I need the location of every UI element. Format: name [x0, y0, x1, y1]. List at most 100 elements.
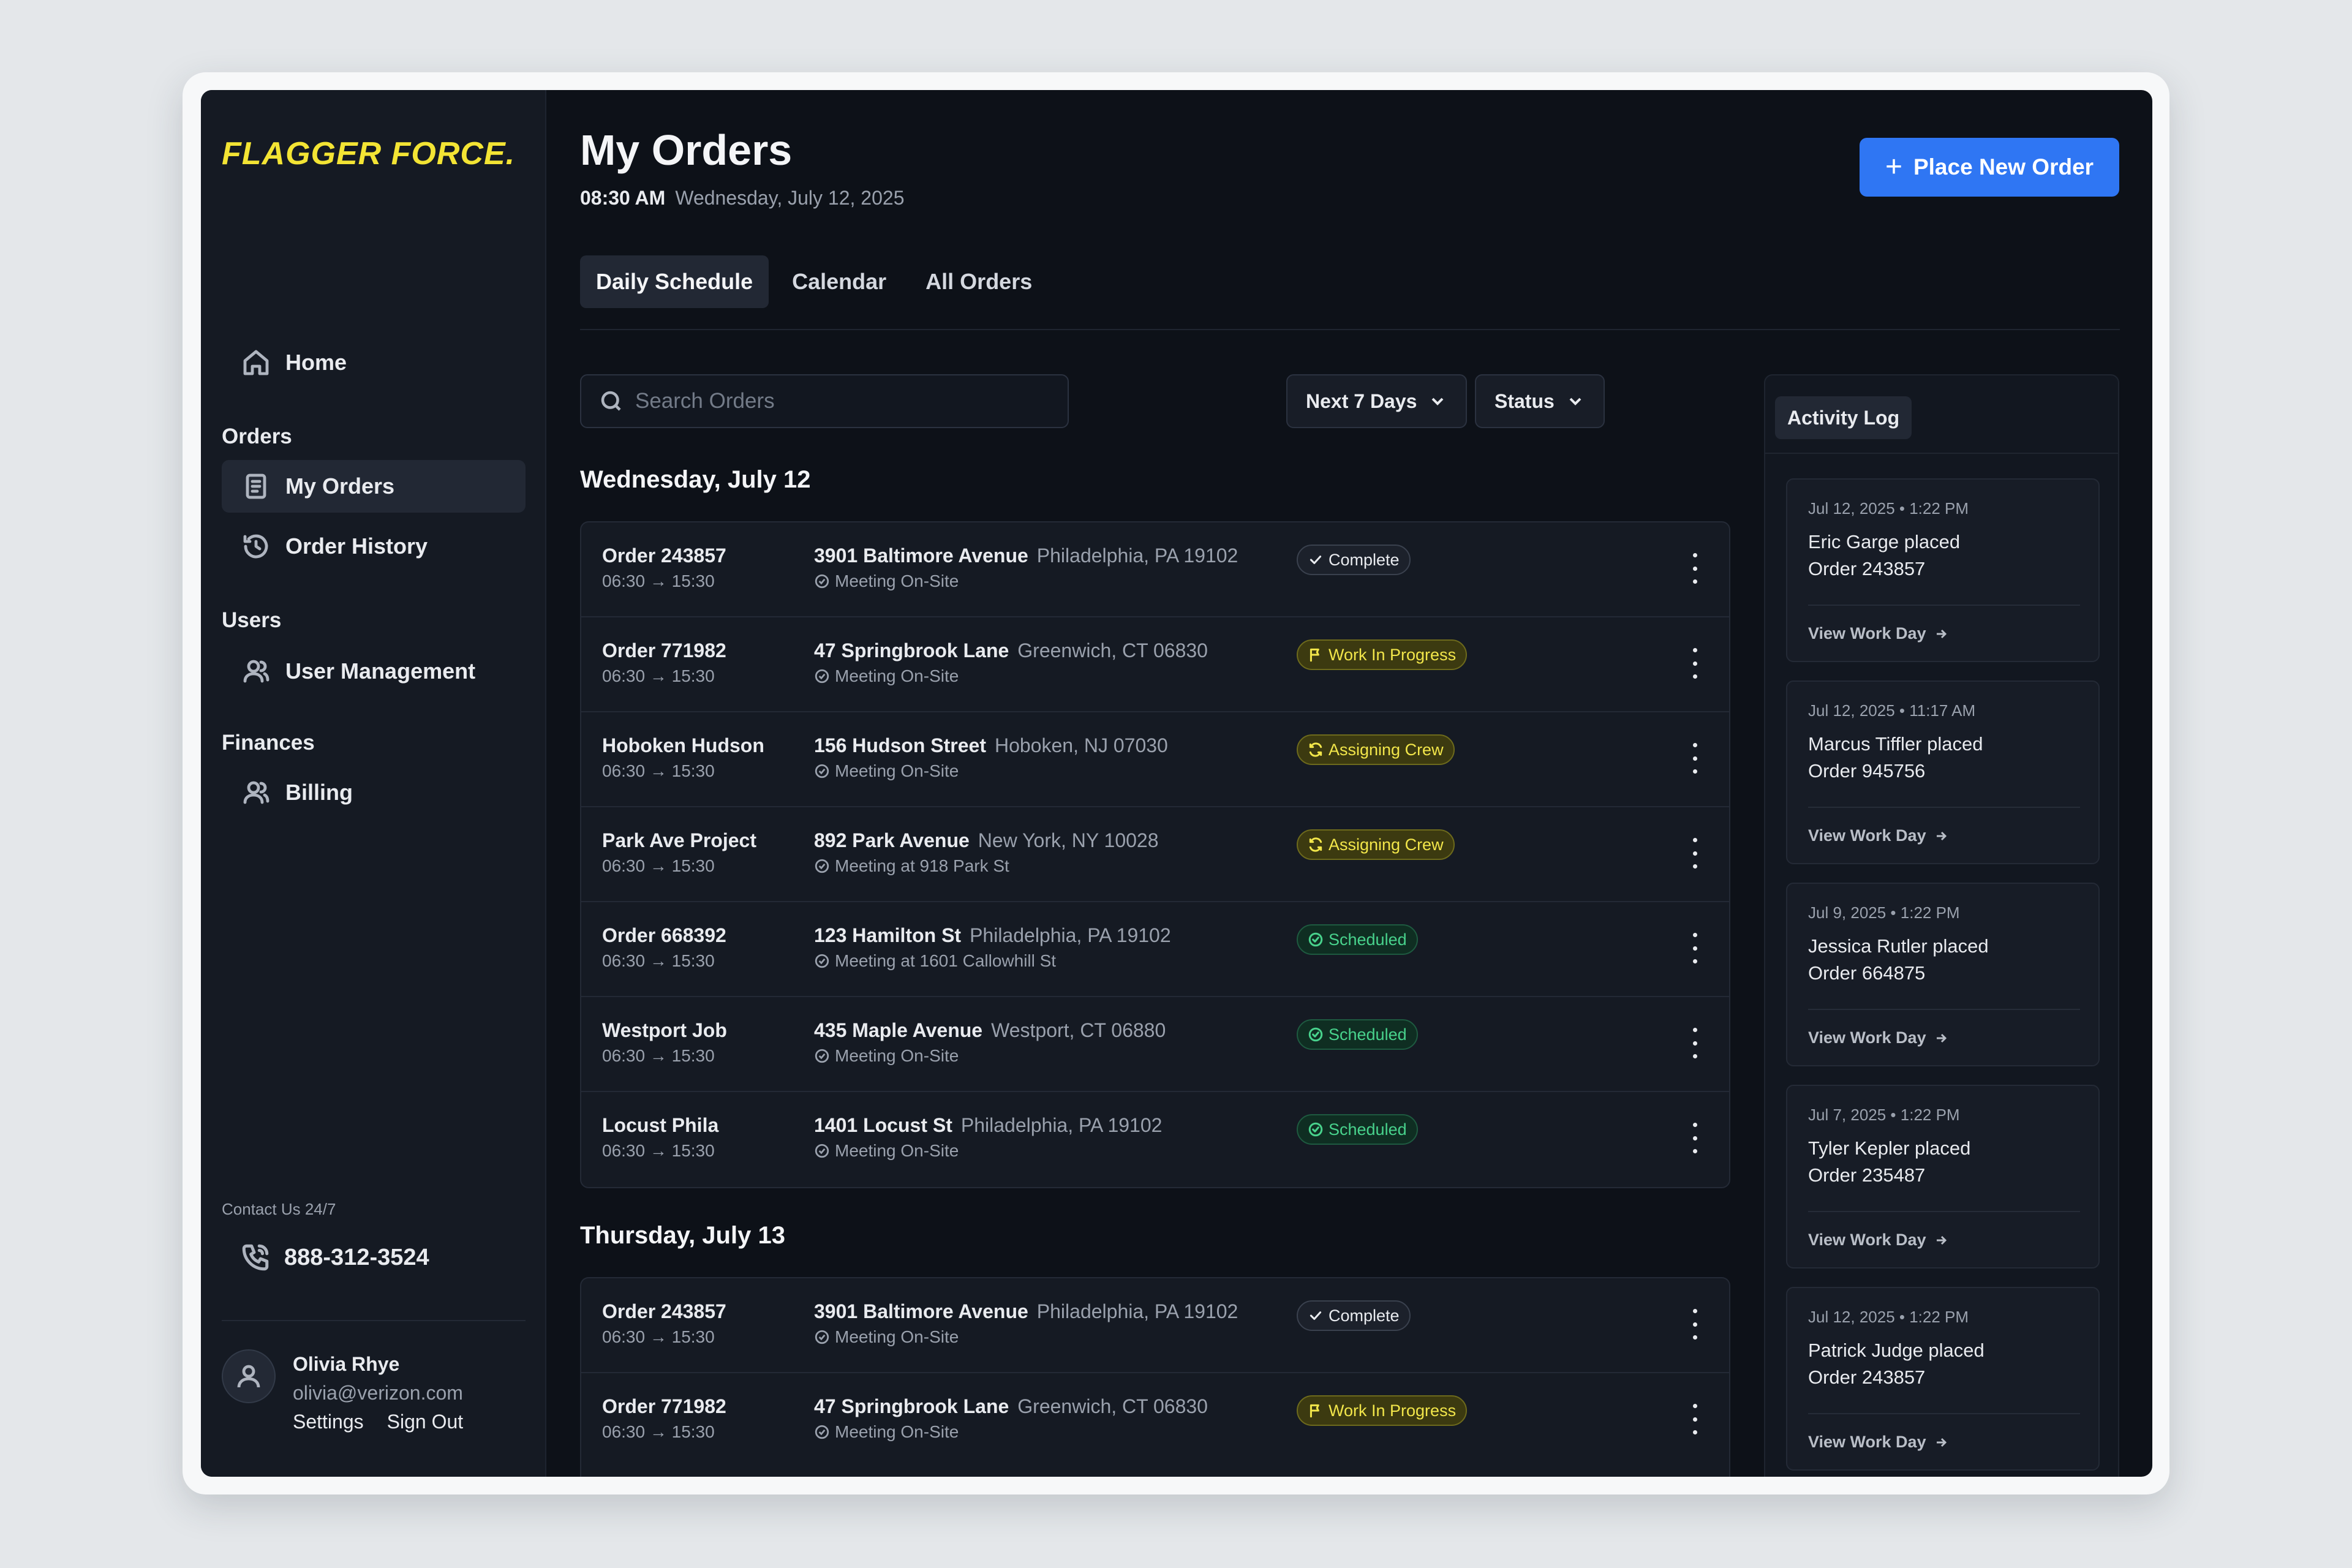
status-badge: Work In Progress: [1297, 1395, 1468, 1426]
button-label: Place New Order: [1913, 154, 2094, 179]
order-time: 06:30 → 15:30: [602, 571, 715, 590]
order-row[interactable]: Order 668392 06:30 → 15:30 123 Hamilton …: [581, 902, 1729, 997]
sidebar-section-orders: Orders: [222, 424, 292, 448]
phone-link[interactable]: 888-312-3524: [222, 1233, 429, 1282]
check-icon: [1310, 1311, 1322, 1320]
divider: [580, 329, 2120, 330]
divider: [1808, 605, 2080, 606]
order-meeting: Meeting On-Site: [814, 1422, 959, 1442]
order-row[interactable]: Park Ave Project 06:30 → 15:30 892 Park …: [581, 807, 1729, 902]
status-dropdown[interactable]: Status: [1475, 374, 1605, 428]
more-options-icon[interactable]: [1689, 1309, 1701, 1340]
sidebar-item-user-management[interactable]: User Management: [222, 645, 526, 698]
status-label: Work In Progress: [1329, 645, 1457, 664]
status-label: Scheduled: [1329, 930, 1407, 949]
order-row[interactable]: Westport Job 06:30 → 15:30 435 Maple Ave…: [581, 997, 1729, 1092]
check-circle-icon: [815, 1049, 829, 1063]
meeting-text: Meeting On-Site: [835, 1141, 959, 1160]
check-circle-icon: [1308, 1122, 1323, 1137]
more-options-icon[interactable]: [1689, 838, 1701, 869]
order-time: 06:30 → 15:30: [602, 761, 715, 780]
view-work-day-link[interactable]: View Work Day: [1808, 1433, 1948, 1452]
check-circle-icon: [815, 859, 829, 873]
more-options-icon[interactable]: [1689, 743, 1701, 774]
order-city: Greenwich, CT 06830: [1017, 1395, 1208, 1417]
status-badge: Assigning Crew: [1297, 829, 1455, 860]
activity-date: Jul 7, 2025 • 1:22 PM: [1808, 1106, 1960, 1124]
tab-daily-schedule[interactable]: Daily Schedule: [580, 255, 769, 308]
date-range-dropdown[interactable]: Next 7 Days: [1286, 374, 1468, 428]
more-options-icon[interactable]: [1689, 1404, 1701, 1434]
day-heading: Thursday, July 13: [580, 1222, 785, 1249]
activity-order: Order 243857: [1808, 1366, 1926, 1388]
current-datetime: 08:30 AM Wednesday, July 12, 2025: [580, 187, 904, 209]
user-name: Olivia Rhye: [293, 1353, 400, 1375]
order-time: 06:30 → 15:30: [602, 1046, 715, 1065]
sidebar-item-my-orders[interactable]: My Orders: [222, 460, 526, 513]
order-row[interactable]: Order 243857 06:30 → 15:30 3901 Baltimor…: [581, 1278, 1729, 1373]
link-label: View Work Day: [1808, 826, 1926, 845]
tab-all-orders[interactable]: All Orders: [925, 269, 1033, 294]
more-options-icon[interactable]: [1689, 933, 1701, 963]
order-street: 47 Springbrook Lane: [814, 1395, 1009, 1417]
order-time: 06:30 → 15:30: [602, 951, 715, 970]
order-row[interactable]: Order 771982 06:30 → 15:30 47 Springbroo…: [581, 617, 1729, 712]
divider: [1808, 1009, 2080, 1010]
link-label: View Work Day: [1808, 1028, 1926, 1047]
order-row[interactable]: Hoboken Hudson 06:30 → 15:30 156 Hudson …: [581, 712, 1729, 807]
brand-logo[interactable]: FLAGGER FORCE.: [222, 136, 516, 172]
order-street: 435 Maple Avenue: [814, 1019, 983, 1041]
order-meeting: Meeting On-Site: [814, 761, 959, 781]
orders-list: Order 243857 06:30 → 15:30 3901 Baltimor…: [580, 521, 1730, 1188]
status-label: Complete: [1329, 1306, 1400, 1325]
settings-link[interactable]: Settings: [293, 1411, 364, 1433]
meeting-text: Meeting On-Site: [835, 1327, 959, 1346]
status-badge: Scheduled: [1297, 1114, 1418, 1145]
activity-log-title[interactable]: Activity Log: [1775, 396, 1912, 439]
order-time: 06:30 → 15:30: [602, 1327, 715, 1346]
activity-actor: Marcus Tiffler placed: [1808, 733, 1983, 755]
view-work-day-link[interactable]: View Work Day: [1808, 826, 1948, 845]
app-window: FLAGGER FORCE. Home Orders My Orders Ord…: [201, 90, 2152, 1477]
search-input[interactable]: Search Orders: [580, 374, 1069, 428]
sidebar-item-order-history[interactable]: Order History: [222, 520, 526, 573]
order-address: 435 Maple Avenue Westport, CT 06880: [814, 1019, 1166, 1042]
link-label: View Work Day: [1808, 624, 1926, 643]
tab-calendar[interactable]: Calendar: [792, 269, 887, 294]
order-name: Order 771982: [602, 639, 726, 662]
order-city: Philadelphia, PA 19102: [1036, 1300, 1238, 1322]
sidebar-item-home[interactable]: Home: [222, 336, 526, 389]
meeting-text: Meeting On-Site: [835, 761, 959, 780]
arrow-right-icon: [1936, 1033, 1947, 1042]
activity-entry: Jul 12, 2025 • 1:22 PM Eric Garge placed…: [1786, 478, 2100, 662]
divider: [1808, 1413, 2080, 1414]
more-options-icon[interactable]: [1689, 648, 1701, 679]
order-row[interactable]: Locust Phila 06:30 → 15:30 1401 Locust S…: [581, 1092, 1729, 1187]
more-options-icon[interactable]: [1689, 1123, 1701, 1153]
place-new-order-button[interactable]: + Place New Order: [1860, 138, 2119, 197]
avatar[interactable]: [222, 1349, 276, 1403]
order-row[interactable]: Order 243857 06:30 → 15:30 3901 Baltimor…: [581, 522, 1729, 617]
sidebar-item-billing[interactable]: Billing: [222, 766, 526, 819]
status-label: Scheduled: [1329, 1025, 1407, 1044]
order-city: Westport, CT 06880: [991, 1019, 1166, 1041]
user-icon: [240, 655, 272, 687]
meeting-text: Meeting On-Site: [835, 1422, 959, 1441]
view-work-day-link[interactable]: View Work Day: [1808, 1231, 1948, 1250]
order-meeting: Meeting at 1601 Callowhill St: [814, 951, 1056, 971]
more-options-icon[interactable]: [1689, 1028, 1701, 1058]
order-city: Philadelphia, PA 19102: [960, 1114, 1163, 1136]
orders-list: Order 243857 06:30 → 15:30 3901 Baltimor…: [580, 1277, 1730, 1477]
sidebar-item-label: My Orders: [285, 473, 395, 499]
document-icon: [240, 470, 272, 502]
sidebar-section-users: Users: [222, 608, 282, 632]
activity-date: Jul 9, 2025 • 1:22 PM: [1808, 903, 1960, 922]
activity-order: Order 243857: [1808, 558, 1926, 579]
activity-date: Jul 12, 2025 • 11:17 AM: [1808, 701, 1976, 720]
sign-out-link[interactable]: Sign Out: [386, 1411, 464, 1433]
order-row[interactable]: Order 771982 06:30 → 15:30 47 Springbroo…: [581, 1373, 1729, 1468]
view-work-day-link[interactable]: View Work Day: [1808, 1028, 1948, 1047]
more-options-icon[interactable]: [1689, 553, 1701, 584]
view-work-day-link[interactable]: View Work Day: [1808, 624, 1948, 643]
order-name: Order 243857: [602, 1300, 726, 1322]
